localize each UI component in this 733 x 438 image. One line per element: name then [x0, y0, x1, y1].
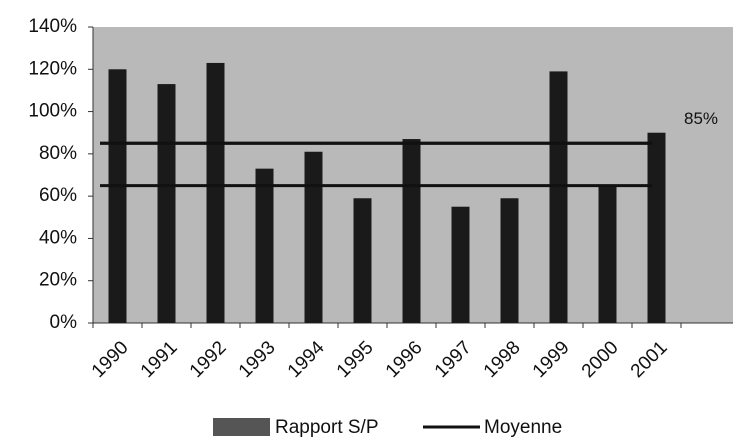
bar [206, 62, 225, 323]
x-tick-label: 1996 [382, 337, 427, 382]
bar [500, 198, 519, 323]
annotation: 85% [684, 109, 718, 128]
x-tick-label: 1990 [88, 337, 133, 382]
x-tick-label: 1992 [186, 337, 231, 382]
legend-label: Rapport S/P [275, 417, 379, 438]
legend-swatch [213, 418, 270, 436]
y-tick-label: 100% [28, 101, 77, 122]
x-tick-label: 1995 [333, 337, 378, 382]
bar [647, 132, 666, 323]
y-tick-label: 20% [39, 270, 77, 291]
legend-label: Moyenne [484, 417, 562, 438]
bar [402, 139, 421, 323]
bar [157, 84, 176, 323]
bar [304, 151, 323, 323]
bar [353, 198, 372, 323]
x-tick-label: 2001 [627, 337, 672, 382]
x-tick-label: 2000 [578, 337, 623, 382]
x-tick-label: 1991 [137, 337, 182, 382]
bar [255, 168, 274, 323]
y-tick-label: 60% [39, 185, 77, 206]
x-tick-label: 1997 [431, 337, 476, 382]
y-tick-label: 0% [50, 312, 78, 333]
bar [549, 71, 568, 324]
x-tick-label: 1994 [284, 337, 329, 382]
y-tick-label: 40% [39, 227, 77, 248]
bar [451, 206, 470, 323]
x-tick-label: 1993 [235, 337, 280, 382]
bar [108, 69, 127, 324]
y-tick-label: 80% [39, 143, 77, 164]
y-tick-label: 140% [28, 16, 77, 37]
bar [598, 185, 617, 323]
x-tick-label: 1999 [529, 337, 574, 382]
y-tick-label: 120% [28, 58, 77, 79]
x-tick-label: 1998 [480, 337, 525, 382]
